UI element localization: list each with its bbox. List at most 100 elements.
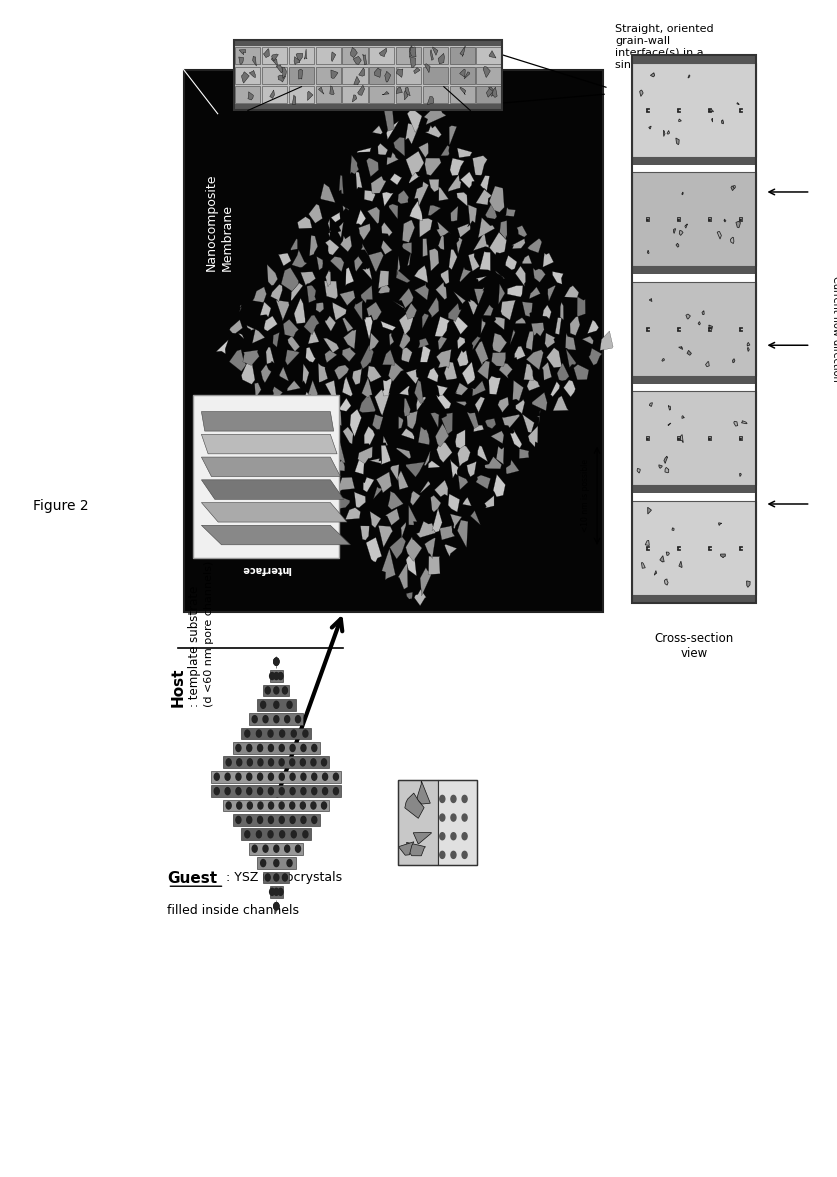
Circle shape <box>333 773 338 780</box>
Bar <box>211 771 341 783</box>
Polygon shape <box>679 231 683 235</box>
Polygon shape <box>515 318 526 324</box>
Polygon shape <box>316 257 323 271</box>
Circle shape <box>226 759 231 766</box>
Polygon shape <box>664 457 667 464</box>
Polygon shape <box>582 337 593 345</box>
Polygon shape <box>476 277 486 281</box>
Polygon shape <box>429 557 440 574</box>
Polygon shape <box>303 392 315 411</box>
Polygon shape <box>661 359 664 361</box>
Polygon shape <box>354 255 362 272</box>
Polygon shape <box>323 338 339 353</box>
Bar <box>233 814 320 826</box>
Polygon shape <box>346 267 354 286</box>
Polygon shape <box>485 457 501 468</box>
Circle shape <box>269 759 274 766</box>
Circle shape <box>236 787 241 794</box>
Polygon shape <box>354 300 363 320</box>
Bar <box>289 67 314 84</box>
Polygon shape <box>364 317 372 339</box>
Polygon shape <box>374 68 381 78</box>
Circle shape <box>279 759 284 766</box>
Polygon shape <box>261 365 271 383</box>
Polygon shape <box>288 335 300 352</box>
Polygon shape <box>424 538 435 559</box>
Polygon shape <box>202 525 350 545</box>
Circle shape <box>258 802 263 809</box>
Polygon shape <box>361 244 368 255</box>
Polygon shape <box>588 320 598 334</box>
Bar <box>233 743 320 754</box>
Polygon shape <box>439 526 454 540</box>
Circle shape <box>282 875 287 882</box>
Polygon shape <box>409 47 416 58</box>
Polygon shape <box>322 432 335 446</box>
Polygon shape <box>490 431 504 444</box>
Polygon shape <box>396 87 402 94</box>
Polygon shape <box>485 201 496 219</box>
Bar <box>449 47 475 65</box>
Circle shape <box>287 701 292 709</box>
Polygon shape <box>507 286 522 297</box>
Bar <box>316 67 341 84</box>
Bar <box>632 55 756 64</box>
Polygon shape <box>202 412 333 431</box>
Text: : template substrate: : template substrate <box>187 585 201 707</box>
Polygon shape <box>331 212 340 222</box>
Polygon shape <box>531 392 547 411</box>
Polygon shape <box>512 380 523 401</box>
Polygon shape <box>430 413 439 428</box>
Circle shape <box>265 875 270 882</box>
Polygon shape <box>292 95 295 105</box>
Polygon shape <box>328 219 331 237</box>
Polygon shape <box>307 92 313 101</box>
Polygon shape <box>286 431 299 448</box>
Bar <box>632 594 756 603</box>
Polygon shape <box>332 459 345 471</box>
Polygon shape <box>290 239 297 251</box>
Circle shape <box>269 817 274 824</box>
Polygon shape <box>299 445 312 463</box>
Polygon shape <box>489 232 506 255</box>
Circle shape <box>280 730 285 737</box>
Polygon shape <box>747 581 750 587</box>
Polygon shape <box>497 397 509 413</box>
Polygon shape <box>515 266 526 287</box>
Polygon shape <box>428 298 439 318</box>
Bar <box>289 86 314 104</box>
Polygon shape <box>449 159 464 175</box>
Circle shape <box>247 802 252 809</box>
Circle shape <box>450 814 456 822</box>
Circle shape <box>260 859 265 866</box>
Polygon shape <box>403 91 408 100</box>
Bar <box>234 46 502 105</box>
Polygon shape <box>440 146 449 157</box>
Polygon shape <box>437 186 449 201</box>
Bar <box>423 67 448 84</box>
Polygon shape <box>398 842 413 856</box>
Bar <box>632 173 756 266</box>
Polygon shape <box>396 69 403 78</box>
Text: : YSZ nanocrystals: : YSZ nanocrystals <box>226 871 342 884</box>
Polygon shape <box>382 548 395 580</box>
Polygon shape <box>407 411 418 430</box>
Polygon shape <box>402 220 414 242</box>
Bar <box>223 757 329 769</box>
Circle shape <box>300 773 306 780</box>
Polygon shape <box>294 413 304 419</box>
Bar <box>396 47 421 65</box>
Polygon shape <box>688 75 690 79</box>
Text: Figure 2: Figure 2 <box>33 499 89 513</box>
Polygon shape <box>318 87 324 94</box>
Polygon shape <box>406 592 413 599</box>
Polygon shape <box>418 338 429 348</box>
Polygon shape <box>733 186 735 188</box>
Bar <box>289 47 314 65</box>
Polygon shape <box>428 461 439 468</box>
Polygon shape <box>511 239 525 248</box>
Circle shape <box>258 759 263 766</box>
Polygon shape <box>321 441 334 465</box>
Polygon shape <box>362 54 367 65</box>
Polygon shape <box>650 73 655 77</box>
